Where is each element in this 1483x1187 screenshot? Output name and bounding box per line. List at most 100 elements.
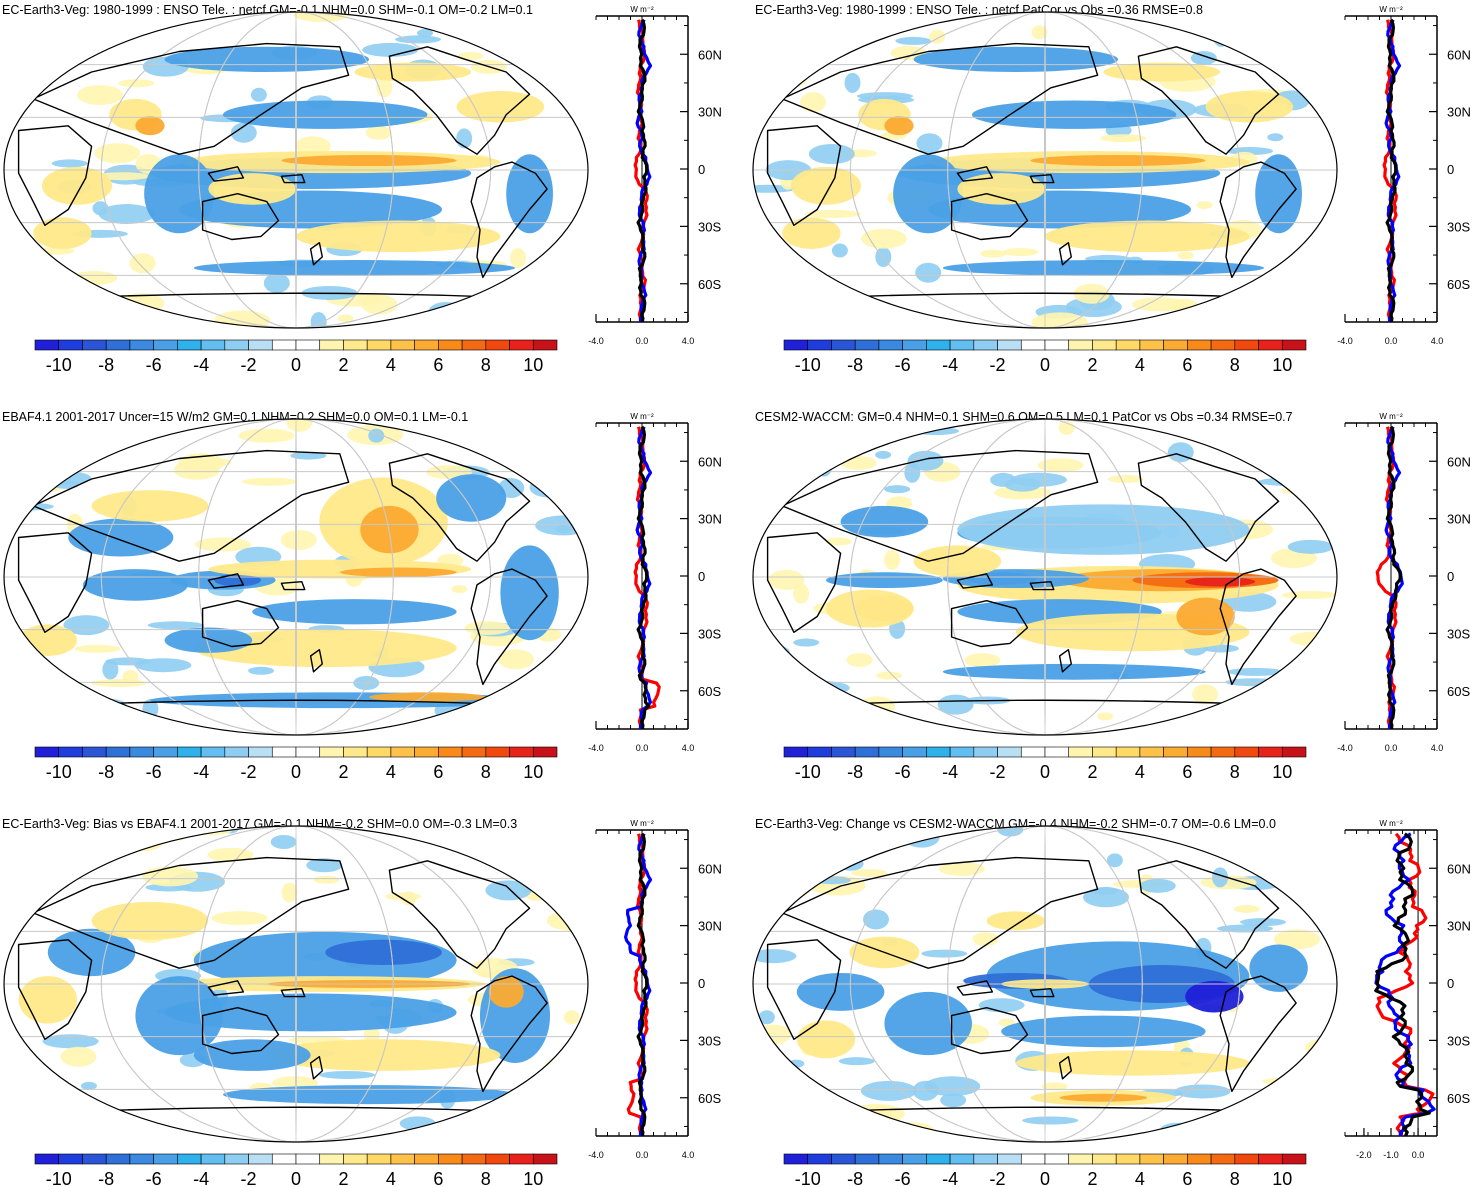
colorbar-swatch (854, 746, 880, 758)
colorbar-label: 6 (1182, 762, 1192, 782)
coastline (1058, 649, 1072, 673)
colorbar: -10 -8 -6 -4 -2 0 2 4 6 8 10 (783, 746, 1307, 782)
colorbar-swatch (177, 339, 202, 351)
colorbar-swatch (34, 339, 60, 351)
colorbar-swatch (926, 339, 951, 351)
coastline (388, 453, 531, 562)
colorbar-label: 10 (523, 1169, 543, 1187)
colorbar-label: 2 (1087, 1169, 1097, 1187)
colorbar-label: 0 (291, 1169, 301, 1187)
coastline (766, 125, 842, 226)
zonal-unit: W m⁻² (1379, 5, 1403, 14)
coastline (32, 449, 350, 562)
coastline (207, 573, 306, 591)
colorbar-swatch (485, 1153, 510, 1165)
lat-tick-label: 60N (698, 47, 722, 62)
coastline (1219, 161, 1297, 279)
colorbar-swatch (1068, 339, 1093, 351)
colorbar-swatch (390, 1153, 415, 1165)
colorbar-swatch (997, 746, 1022, 758)
lat-tick-label: 30N (1447, 512, 1471, 527)
coastline (766, 939, 842, 1040)
colorbar-swatch (878, 746, 903, 758)
colorbar-label: 4 (1135, 355, 1145, 375)
colorbar-label: -2 (990, 762, 1006, 782)
coastline (309, 649, 323, 673)
colorbar-swatch (295, 1153, 321, 1165)
map (753, 826, 1337, 1142)
lat-tick-label: 60N (698, 454, 722, 469)
colorbar-swatch (461, 339, 487, 351)
colorbar-swatch (224, 746, 249, 758)
coastline (207, 980, 306, 998)
colorbar-swatch (878, 339, 903, 351)
colorbar-swatch (1044, 746, 1070, 758)
colorbar-swatch (485, 339, 510, 351)
coastline (470, 975, 548, 1093)
colorbar-swatch (1210, 746, 1236, 758)
lat-tick-label: 0 (698, 976, 705, 991)
colorbar-swatch (58, 746, 83, 758)
zonal-unit: W m⁻² (630, 819, 654, 828)
zonal-xtick-label: -1.0 (1383, 1150, 1399, 1160)
colorbar-swatch (1092, 339, 1117, 351)
colorbar-label: 0 (1040, 355, 1050, 375)
colorbar-label: 2 (338, 1169, 348, 1187)
colorbar-swatch (129, 1153, 154, 1165)
map-border (3, 825, 589, 1143)
colorbar-label: 10 (1272, 355, 1292, 375)
zonal-mean-plot: W m⁻² -2.0 -1.0 0.0 60N 30N 0 30S 60S (1344, 819, 1471, 1160)
colorbar-swatch (1020, 339, 1046, 351)
colorbar-swatch (1139, 1153, 1164, 1165)
coastline (201, 1007, 280, 1055)
lat-tick-label: 60S (698, 684, 721, 699)
lat-tick-label: 0 (1447, 569, 1454, 584)
panel-title: CESM2-WACCM: GM=0.4 NHM=0.1 SHM=0.6 OM=0… (755, 410, 1293, 424)
zonal-xtick-label: -4.0 (1337, 336, 1353, 346)
colorbar-swatch (1187, 1153, 1212, 1165)
coastline (388, 46, 531, 155)
zonal-line-black (1385, 426, 1402, 730)
colorbar-swatch (343, 339, 368, 351)
coastline (766, 532, 842, 633)
colorbar-swatch (532, 746, 558, 758)
lat-tick-label: 60S (1447, 277, 1470, 292)
colorbar-label: -6 (895, 1169, 911, 1187)
coastline (1058, 1056, 1072, 1080)
lat-tick-label: 0 (1447, 162, 1454, 177)
colorbar-swatch (831, 339, 856, 351)
colorbar-swatch (1020, 1153, 1046, 1165)
zonal-mean-plot: W m⁻² -4.0 0.0 4.0 60N 30N 0 30S 60S (1337, 5, 1471, 346)
zonal-line-black (636, 19, 649, 323)
colorbar-label: -8 (847, 762, 863, 782)
coastline (1137, 46, 1280, 155)
colorbar-swatch (343, 746, 368, 758)
colorbar-swatch (58, 339, 83, 351)
colorbar-label: -4 (193, 355, 209, 375)
panel-title: EBAF4.1 2001-2017 Uncer=15 W/m2 GM=0.1 N… (2, 410, 468, 424)
colorbar-label: 10 (1272, 1169, 1292, 1187)
colorbar-label: -2 (241, 355, 257, 375)
zonal-unit: W m⁻² (1379, 412, 1403, 421)
zonal-line-black (1385, 19, 1398, 323)
colorbar-swatch (461, 746, 487, 758)
zonal-xtick-label: -4.0 (1337, 743, 1353, 753)
colorbar-swatch (414, 1153, 439, 1165)
colorbar-swatch (1044, 339, 1070, 351)
colorbar-label: 0 (291, 355, 301, 375)
colorbar-swatch (509, 339, 534, 351)
lat-tick-label: 0 (1447, 976, 1454, 991)
colorbar-swatch (1281, 339, 1307, 351)
lat-tick-label: 30S (1447, 219, 1470, 234)
colorbar-label: -10 (795, 355, 821, 375)
colorbar-swatch (414, 339, 439, 351)
lat-tick-label: 30N (698, 105, 722, 120)
colorbar-swatch (926, 746, 951, 758)
colorbar-swatch (1210, 1153, 1236, 1165)
colorbar-swatch (783, 746, 809, 758)
panel-cesm2-waccm: CESM2-WACCM: GM=0.4 NHM=0.1 SHM=0.6 OM=0… (752, 410, 1471, 782)
colorbar-label: -6 (146, 1169, 162, 1187)
colorbar-swatch (807, 1153, 832, 1165)
colorbar-swatch (105, 1153, 131, 1165)
zonal-mean-plot: W m⁻² -4.0 0.0 4.0 60N 30N 0 30S 60S (588, 5, 722, 346)
